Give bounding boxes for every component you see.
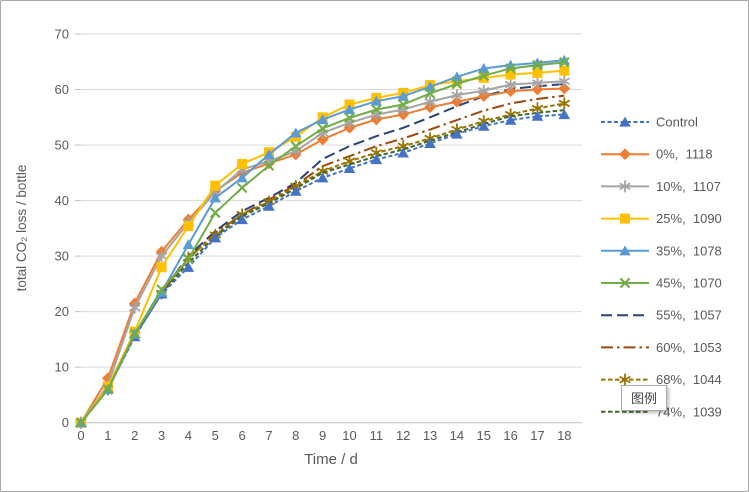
- y-tick-label: 60: [55, 82, 69, 97]
- legend-item-label: 60%, 1053: [656, 340, 722, 355]
- y-tick-label: 10: [55, 360, 69, 375]
- legend-item-label: 45%, 1070: [656, 276, 722, 291]
- legend-item-74%[interactable]: 74%, 1039: [601, 404, 722, 419]
- x-tick-label: 3: [158, 428, 165, 443]
- legend-item-0%[interactable]: 0%, 1118: [601, 147, 713, 162]
- x-tick-label: 15: [477, 428, 491, 443]
- x-tick-label: 0: [77, 428, 84, 443]
- y-tick-label: 20: [55, 304, 69, 319]
- x-axis-title: Time / d: [304, 451, 358, 468]
- series-10%[interactable]: [75, 75, 571, 429]
- x-tick-label: 17: [530, 428, 544, 443]
- legend-item-label: 74%, 1039: [656, 404, 722, 419]
- y-axis-title: total CO₂ loss / bottle: [14, 165, 29, 292]
- legend-item-label: Control: [656, 115, 698, 130]
- x-tick-label: 14: [450, 428, 464, 443]
- x-tick-label: 2: [131, 428, 138, 443]
- axes: Time / d total CO₂ loss / bottle: [14, 165, 582, 468]
- legend-item-68%[interactable]: 68%, 1044: [601, 372, 722, 387]
- x-tick-label: 18: [557, 428, 571, 443]
- y-tick-label: 70: [55, 27, 69, 42]
- y-tick-label: 50: [55, 138, 69, 153]
- x-tick-label: 1: [104, 428, 111, 443]
- x-tick-label: 12: [396, 428, 410, 443]
- legend-item-45%[interactable]: 45%, 1070: [601, 276, 722, 291]
- series-45%[interactable]: [75, 57, 570, 429]
- legend-item-55%[interactable]: 55%, 1057: [601, 308, 722, 323]
- legend-item-label: 10%, 1107: [656, 179, 721, 194]
- x-tick-label: 4: [185, 428, 192, 443]
- legend-item-label: 68%, 1044: [656, 372, 722, 387]
- y-axis: 0 10 20 30 40 50 60 70: [55, 27, 81, 430]
- series-68%[interactable]: [75, 97, 571, 429]
- x-tick-label: 13: [423, 428, 437, 443]
- y-tick-label: 40: [55, 193, 69, 208]
- legend-item-35%[interactable]: 35%, 1078: [601, 243, 722, 258]
- x-tick-label: 7: [265, 428, 272, 443]
- x-tick-label: 11: [370, 428, 384, 443]
- legend-item-label: 35%, 1078: [656, 243, 722, 258]
- series-Control[interactable]: [75, 109, 571, 428]
- legend-item-label: 0%, 1118: [656, 147, 713, 162]
- x-tick-label: 6: [238, 428, 245, 443]
- y-tick-label: 30: [55, 249, 69, 264]
- y-tick-label: 0: [62, 415, 69, 430]
- legend-item-label: 55%, 1057: [656, 308, 722, 323]
- legend-item-60%[interactable]: 60%, 1053: [601, 340, 722, 355]
- x-tick-label: 16: [503, 428, 517, 443]
- legend-item-Control[interactable]: Control: [601, 115, 698, 130]
- series-35%[interactable]: [75, 54, 571, 428]
- x-axis: 0 1 2 3 4 5 6 7 8 9 10 11 12 13 14 15 16 17 18: [77, 428, 571, 443]
- legend[interactable]: Control 0%, 1118 10%, 1107 25%, 1090 35%, 10…: [601, 115, 722, 420]
- legend-tooltip: 图例: [621, 385, 668, 411]
- x-tick-label: 8: [292, 428, 299, 443]
- legend-item-label: 25%, 1090: [656, 211, 722, 226]
- legend-item-10%[interactable]: 10%, 1107: [601, 179, 721, 194]
- x-tick-label: 9: [319, 428, 326, 443]
- x-tick-label: 5: [212, 428, 219, 443]
- gridlines: [81, 33, 582, 368]
- x-tick-label: 10: [342, 428, 356, 443]
- legend-item-25%[interactable]: 25%, 1090: [601, 211, 722, 226]
